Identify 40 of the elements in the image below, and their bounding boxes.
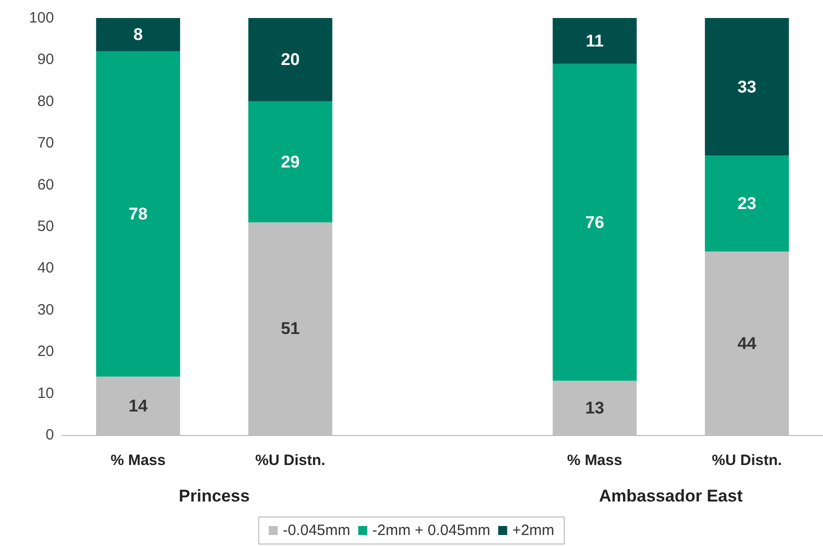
y-tick-label: 50	[37, 218, 54, 235]
data-label: 20	[280, 50, 300, 70]
y-tick-label: 10	[37, 384, 54, 402]
data-label: 33	[737, 77, 756, 96]
x-tick-label: %U Distn.	[255, 452, 326, 469]
text: Ambassador East	[598, 486, 743, 506]
text: Princess	[178, 486, 250, 506]
y-tick-label: 70	[37, 134, 54, 152]
bar	[248, 18, 332, 102]
bar	[552, 64, 637, 381]
y-tick-label: 30	[37, 301, 54, 318]
data-label: 23	[737, 194, 756, 214]
y-tick-label: 90	[37, 51, 54, 68]
data-label: 76	[585, 212, 604, 232]
y-tick-label: 60	[37, 176, 54, 194]
bar	[96, 18, 180, 52]
data-label: 29	[280, 152, 300, 172]
x-tick-label: %U Distn.	[712, 452, 782, 469]
y-tick-label: 80	[37, 92, 54, 110]
data-label: 51	[280, 319, 300, 338]
bar	[96, 51, 180, 377]
data-label: 44	[737, 334, 757, 353]
data-label: 13	[585, 398, 604, 418]
data-label: 11	[586, 31, 604, 50]
bar	[552, 18, 637, 64]
legend-label: +2mm	[512, 522, 554, 539]
data-label: 14	[128, 396, 148, 416]
legend-label: -2mm + 0.045mm	[372, 522, 490, 539]
y-tick-label: 20	[37, 343, 54, 360]
y-tick-label: 40	[37, 260, 54, 277]
bar	[248, 101, 332, 222]
bar	[704, 18, 789, 156]
x-tick-label: % Mass	[567, 452, 622, 469]
x-tick-label: % Mass	[110, 452, 166, 469]
data-label: 78	[128, 204, 148, 224]
bar	[704, 156, 789, 252]
y-tick-label: 0	[46, 426, 54, 444]
data-label: 8	[133, 25, 143, 44]
y-tick-label: 100	[28, 10, 54, 26]
legend-label: -0.045mm	[282, 522, 350, 539]
